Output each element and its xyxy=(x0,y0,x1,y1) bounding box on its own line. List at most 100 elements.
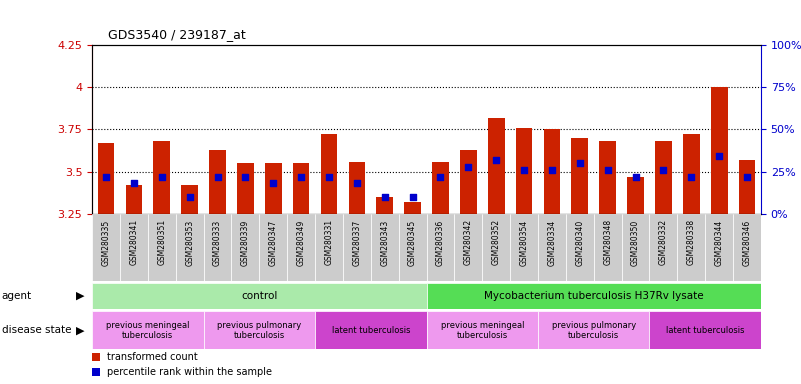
Text: GSM280341: GSM280341 xyxy=(130,219,139,265)
Point xyxy=(127,180,140,187)
Text: GSM280344: GSM280344 xyxy=(714,219,723,265)
Text: GSM280348: GSM280348 xyxy=(603,219,612,265)
Text: GSM280347: GSM280347 xyxy=(269,219,278,265)
Bar xyxy=(566,214,594,281)
Text: latent tuberculosis: latent tuberculosis xyxy=(332,326,410,335)
Bar xyxy=(315,311,426,349)
Text: previous pulmonary
tuberculosis: previous pulmonary tuberculosis xyxy=(552,321,636,340)
Bar xyxy=(231,214,260,281)
Point xyxy=(267,180,280,187)
Point xyxy=(99,174,112,180)
Bar xyxy=(92,214,120,281)
Bar xyxy=(120,214,148,281)
Text: GDS3540 / 239187_at: GDS3540 / 239187_at xyxy=(108,28,246,41)
Bar xyxy=(460,150,477,214)
Bar xyxy=(594,214,622,281)
Bar xyxy=(488,118,505,214)
Text: disease state: disease state xyxy=(2,325,71,335)
Point xyxy=(323,174,336,180)
Text: GSM280336: GSM280336 xyxy=(436,219,445,265)
Text: agent: agent xyxy=(2,291,32,301)
Point xyxy=(741,174,754,180)
Point xyxy=(434,174,447,180)
Bar xyxy=(710,87,727,214)
Text: GSM280331: GSM280331 xyxy=(324,219,333,265)
Bar xyxy=(683,134,699,214)
Bar xyxy=(376,197,393,214)
Bar xyxy=(650,311,761,349)
Text: transformed count: transformed count xyxy=(107,353,198,362)
Text: GSM280346: GSM280346 xyxy=(743,219,751,265)
Text: GSM280335: GSM280335 xyxy=(102,219,111,265)
Point xyxy=(183,194,196,200)
Text: GSM280343: GSM280343 xyxy=(380,219,389,265)
Point xyxy=(155,174,168,180)
Text: percentile rank within the sample: percentile rank within the sample xyxy=(107,367,272,377)
Bar xyxy=(705,214,733,281)
Bar xyxy=(599,141,616,214)
Bar xyxy=(92,353,100,361)
Bar xyxy=(209,150,226,214)
Bar xyxy=(426,214,454,281)
Bar xyxy=(571,138,588,214)
Bar xyxy=(678,214,705,281)
Point xyxy=(629,174,642,180)
Bar xyxy=(510,214,538,281)
Point xyxy=(602,167,614,173)
Text: GSM280351: GSM280351 xyxy=(157,219,167,265)
Text: GSM280349: GSM280349 xyxy=(296,219,306,265)
Text: GSM280353: GSM280353 xyxy=(185,219,194,265)
Bar xyxy=(538,311,650,349)
Text: GSM280354: GSM280354 xyxy=(520,219,529,265)
Text: GSM280340: GSM280340 xyxy=(575,219,584,265)
Point xyxy=(574,160,586,166)
Bar xyxy=(622,214,650,281)
Text: Mycobacterium tuberculosis H37Rv lysate: Mycobacterium tuberculosis H37Rv lysate xyxy=(484,291,703,301)
Bar xyxy=(148,214,175,281)
Text: ▶: ▶ xyxy=(75,291,84,301)
Bar xyxy=(175,214,203,281)
Bar xyxy=(655,141,672,214)
Bar xyxy=(92,283,426,309)
Bar xyxy=(203,214,231,281)
Text: GSM280342: GSM280342 xyxy=(464,219,473,265)
Bar xyxy=(92,368,100,376)
Bar xyxy=(454,214,482,281)
Bar xyxy=(265,163,282,214)
Text: GSM280333: GSM280333 xyxy=(213,219,222,265)
Point xyxy=(489,157,502,163)
Point xyxy=(378,194,391,200)
Bar xyxy=(237,163,254,214)
Bar xyxy=(260,214,288,281)
Bar xyxy=(516,128,533,214)
Text: latent tuberculosis: latent tuberculosis xyxy=(666,326,744,335)
Text: GSM280332: GSM280332 xyxy=(659,219,668,265)
Bar xyxy=(320,134,337,214)
Point xyxy=(406,194,419,200)
Text: previous pulmonary
tuberculosis: previous pulmonary tuberculosis xyxy=(217,321,301,340)
Text: GSM280352: GSM280352 xyxy=(492,219,501,265)
Bar xyxy=(739,160,755,214)
Point xyxy=(239,174,252,180)
Bar xyxy=(348,162,365,214)
Bar xyxy=(405,202,421,214)
Text: GSM280337: GSM280337 xyxy=(352,219,361,265)
Bar xyxy=(92,311,203,349)
Bar xyxy=(432,162,449,214)
Bar xyxy=(426,311,538,349)
Bar xyxy=(650,214,678,281)
Bar xyxy=(426,283,761,309)
Bar xyxy=(315,214,343,281)
Bar xyxy=(181,185,198,214)
Bar xyxy=(371,214,399,281)
Text: GSM280338: GSM280338 xyxy=(686,219,696,265)
Bar xyxy=(293,163,309,214)
Point xyxy=(713,153,726,159)
Text: ▶: ▶ xyxy=(75,325,84,335)
Point xyxy=(545,167,558,173)
Point xyxy=(517,167,530,173)
Point xyxy=(657,167,670,173)
Text: GSM280334: GSM280334 xyxy=(547,219,557,265)
Bar xyxy=(126,185,143,214)
Point xyxy=(295,174,308,180)
